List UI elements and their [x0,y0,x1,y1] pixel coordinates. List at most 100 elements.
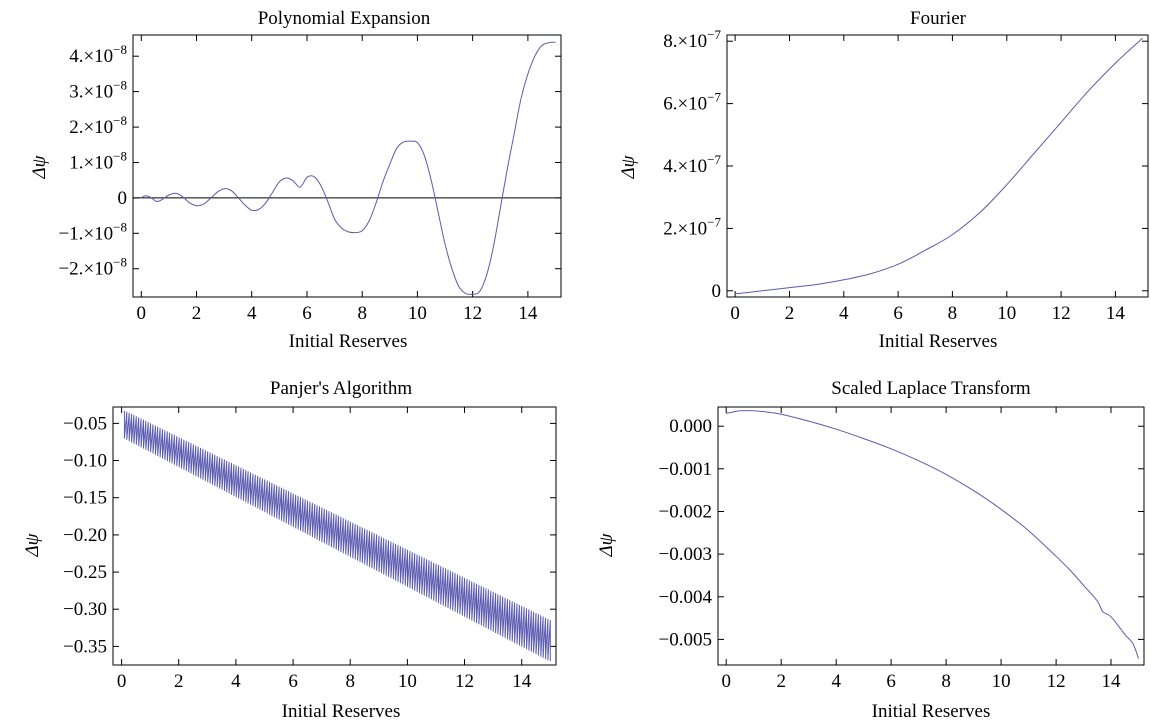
y-tick-times: ×10 [677,156,707,177]
series-line [141,41,556,295]
x-tick-label: 10 [398,671,417,692]
y-tick-mantissa: −0.001 [659,459,712,480]
y-tick-mantissa: −1. [58,223,83,244]
y-tick-label: −1.×10−8 [58,219,127,244]
plot-frame [726,34,1149,298]
y-tick-exponent: −8 [113,219,127,234]
series-line [123,410,551,662]
y-tick-times: ×10 [83,82,113,103]
y-tick-mantissa: 0 [712,281,722,302]
y-tick-mantissa: −0.20 [63,525,107,546]
x-tick-label: 2 [776,671,786,692]
x-tick-label: 12 [463,303,482,324]
y-tick-mantissa: −2. [58,259,83,280]
y-tick-label: 2.×10−8 [69,113,127,138]
x-tick-label: 12 [1047,671,1066,692]
y-tick-mantissa: −0.15 [63,488,107,509]
y-tick-label: −0.30 [63,599,107,620]
y-tick-label: 3.×10−8 [69,78,127,103]
plot-frame [132,34,562,298]
x-tick-label: 6 [288,671,298,692]
x-axis-label: Initial Reserves [879,331,998,352]
y-tick-label: 0 [712,281,722,302]
chart-title: Fourier [910,8,967,29]
x-tick-label: 8 [948,303,958,324]
x-tick-label: 8 [345,671,355,692]
y-tick-times: ×10 [83,153,113,174]
y-tick-label: 4.×10−8 [69,42,127,67]
y-tick-mantissa: 4. [663,156,677,177]
y-tick-label: −0.003 [659,544,712,565]
y-tick-label: −0.05 [63,413,107,434]
y-tick-times: ×10 [677,31,707,52]
x-tick-label: 10 [997,303,1016,324]
y-tick-times: ×10 [677,94,707,115]
y-tick-mantissa: −0.004 [659,587,713,608]
series-line [726,410,1139,659]
y-tick-mantissa: 0.000 [669,416,712,437]
y-tick-mantissa: 8. [663,31,677,52]
y-tick-label: −2.×10−8 [58,255,127,280]
y-tick-times: ×10 [83,46,113,67]
x-tick-label: 2 [174,671,184,692]
x-tick-label: 4 [839,303,849,324]
y-tick-label: 2.×10−7 [663,214,721,239]
x-tick-label: 2 [785,303,795,324]
y-tick-mantissa: −0.005 [659,629,712,650]
y-tick-label: −0.004 [659,587,713,608]
y-tick-exponent: −8 [113,255,127,270]
y-tick-mantissa: 2. [69,117,83,138]
y-tick-mantissa: 0 [118,188,128,209]
chart-title: Polynomial Expansion [258,8,431,29]
y-tick-label: 6.×10−7 [663,90,721,115]
y-tick-times: ×10 [83,117,113,138]
x-tick-label: 0 [137,303,147,324]
plot-frame [112,406,557,666]
x-tick-label: 0 [730,303,740,324]
x-tick-label: 6 [302,303,312,324]
x-tick-label: 6 [893,303,903,324]
y-tick-mantissa: 1. [69,153,83,174]
y-tick-exponent: −8 [113,78,127,93]
y-tick-label: −0.001 [659,459,712,480]
x-tick-label: 2 [192,303,202,324]
y-tick-mantissa: 4. [69,46,83,67]
y-axis-label: Δψ [22,532,43,557]
x-tick-label: 0 [117,671,127,692]
y-tick-mantissa: −0.10 [63,451,107,472]
chart-title: Panjer's Algorithm [270,378,412,399]
y-tick-label: 4.×10−7 [663,152,721,177]
y-tick-label: −0.25 [63,562,107,583]
panel-scaled-laplace-transform: Scaled Laplace Transform Initial Reserve… [596,378,1145,722]
y-tick-mantissa: −0.003 [659,544,712,565]
y-tick-exponent: −8 [113,42,127,57]
y-tick-label: 0.000 [669,416,712,437]
x-tick-label: 0 [721,671,731,692]
y-tick-label: −0.35 [63,636,107,657]
y-tick-mantissa: 3. [69,82,83,103]
x-tick-label: 12 [1052,303,1071,324]
y-tick-times: ×10 [677,218,707,239]
y-tick-label: −0.20 [63,525,107,546]
x-tick-label: 10 [408,303,427,324]
series-line [735,37,1143,295]
panel-polynomial-expansion: Polynomial Expansion Initial Reserves Δψ… [29,8,562,352]
x-tick-label: 8 [357,303,367,324]
x-tick-label: 4 [231,671,241,692]
x-tick-label: 4 [247,303,257,324]
y-tick-mantissa: −0.30 [63,599,107,620]
panel-fourier: Fourier Initial Reserves Δψ 0 2 4 6 8 10 12 14 0… [618,8,1149,352]
y-axis-label: Δψ [596,532,617,557]
y-tick-mantissa: 6. [663,94,677,115]
x-tick-label: 14 [1106,303,1126,324]
y-tick-label: 1.×10−8 [69,149,127,174]
y-tick-exponent: −7 [707,214,721,229]
y-tick-mantissa: −0.05 [63,413,107,434]
y-tick-mantissa: 2. [663,218,677,239]
plot-frame [717,406,1145,666]
y-tick-times: ×10 [83,223,113,244]
y-tick-exponent: −8 [113,149,127,164]
panel-panjers-algorithm: Panjer's Algorithm Initial Reserves Δψ 0… [22,378,557,722]
x-tick-label: 8 [941,671,951,692]
